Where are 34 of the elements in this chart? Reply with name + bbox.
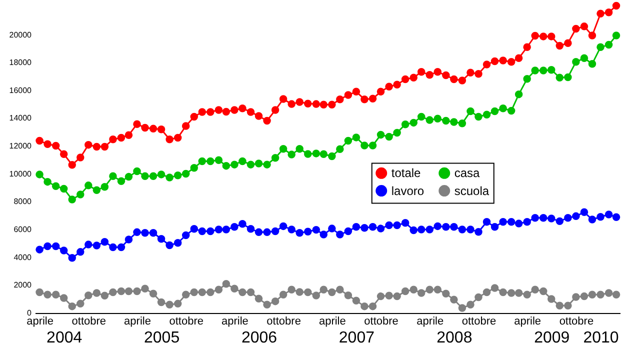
x-tick-label: ottobre [169, 316, 204, 328]
x-tick-label: aprile [416, 316, 444, 328]
legend-label: scuola [454, 184, 490, 198]
x-tick-label: aprile [124, 316, 151, 328]
legend-label: casa [454, 166, 480, 180]
x2-tick-label: 2005 [144, 330, 180, 346]
x-tick-label: ottobre [72, 316, 106, 328]
y-tick-label: 4000 [14, 252, 32, 262]
y-tick-label: 18000 [9, 58, 32, 68]
y-tick-label: 20000 [9, 30, 32, 40]
legend-label: totale [391, 166, 422, 180]
y-tick-label: 8000 [14, 197, 32, 206]
x-tick-label: aprile [318, 316, 346, 328]
y-tick-label: 0 [27, 308, 32, 318]
x2-tick-label: 2006 [241, 330, 278, 346]
legend-label: lavoro [391, 184, 424, 198]
x-tick-label: aprile [514, 316, 542, 328]
x2-tick-label: 2010 [583, 330, 619, 346]
y-tick-label: 10000 [9, 169, 32, 178]
x2-tick-label: 2009 [534, 330, 570, 346]
x-tick-label: aprile [26, 316, 54, 328]
x-tick-label: ottobre [266, 316, 301, 328]
y-tick-label: 14000 [9, 114, 32, 123]
y-tick-label: 16000 [9, 86, 32, 95]
x2-tick-label: 2004 [46, 330, 82, 346]
x-tick-label: aprile [221, 316, 248, 328]
y-tick-label: 2000 [14, 280, 32, 290]
x2-tick-label: 2007 [338, 330, 375, 346]
x-tick-label: ottobre [559, 316, 594, 328]
y-tick-label: 12000 [9, 142, 32, 151]
x-tick-label: ottobre [462, 316, 496, 328]
x2-tick-label: 2008 [436, 330, 472, 346]
y-tick-label: 6000 [14, 225, 32, 234]
x-tick-label: ottobre [364, 316, 398, 328]
